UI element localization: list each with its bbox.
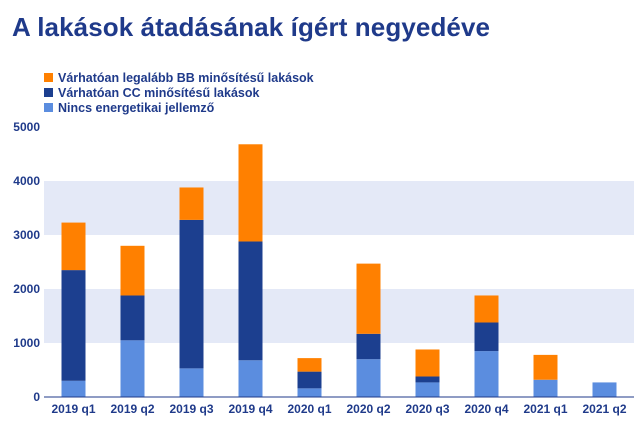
bar-segment <box>179 219 204 369</box>
legend-swatch-none <box>44 103 53 112</box>
bar-segment <box>533 379 558 397</box>
bar-segment <box>238 241 263 361</box>
x-tick-label: 2019 q1 <box>51 402 95 416</box>
y-tick-label: 5000 <box>13 120 40 134</box>
x-tick-label: 2020 q4 <box>464 402 508 416</box>
bar-segment <box>297 388 322 397</box>
legend-swatch-bb <box>44 73 53 82</box>
bar-segment <box>120 340 145 397</box>
y-tick-label: 0 <box>33 390 40 404</box>
x-tick-label: 2019 q2 <box>110 402 154 416</box>
bar-segment <box>415 349 440 377</box>
y-tick-label: 2000 <box>13 282 40 296</box>
bar-segment <box>592 382 617 397</box>
legend-label-bb: Várhatóan legalább BB minősítésű lakások <box>58 70 314 85</box>
legend: Várhatóan legalább BB minősítésű lakások… <box>44 70 314 115</box>
bar-segment <box>238 144 263 242</box>
bar-segment <box>415 376 440 383</box>
bar-segment <box>356 333 381 360</box>
legend-item-none: Nincs energetikai jellemző <box>44 100 314 115</box>
legend-label-cc: Várhatóan CC minősítésű lakások <box>58 85 260 100</box>
bar-segment <box>61 222 86 271</box>
bar-segment <box>474 295 499 323</box>
bar-segment <box>238 360 263 397</box>
y-tick-label: 1000 <box>13 336 40 350</box>
bar-segment <box>474 322 499 352</box>
bar-segment <box>179 368 204 397</box>
bar-segment <box>356 359 381 397</box>
x-tick-label: 2020 q3 <box>405 402 449 416</box>
bar-segment <box>61 270 86 381</box>
page-title: A lakások átadásának ígért negyedéve <box>12 12 491 42</box>
y-tick-label: 4000 <box>13 174 40 188</box>
x-tick-label: 2019 q4 <box>228 402 272 416</box>
x-tick-label: 2020 q1 <box>287 402 331 416</box>
bar-segment <box>533 354 558 380</box>
grid-band <box>44 181 634 235</box>
y-tick-label: 3000 <box>13 228 40 242</box>
bar-segment <box>356 263 381 334</box>
bar-segment <box>120 245 145 296</box>
bar-segment <box>120 295 145 341</box>
bar-segment <box>415 382 440 397</box>
bar-segment <box>61 380 86 397</box>
legend-item-cc: Várhatóan CC minősítésű lakások <box>44 85 314 100</box>
x-tick-label: 2021 q1 <box>523 402 567 416</box>
bar-segment <box>297 358 322 372</box>
legend-item-bb: Várhatóan legalább BB minősítésű lakások <box>44 70 314 85</box>
x-tick-label: 2021 q2 <box>582 402 626 416</box>
legend-label-none: Nincs energetikai jellemző <box>58 100 215 115</box>
bar-segment <box>297 371 322 389</box>
x-tick-label: 2020 q2 <box>346 402 390 416</box>
legend-swatch-cc <box>44 88 53 97</box>
bar-segment <box>179 187 204 220</box>
bar-segment <box>474 351 499 397</box>
x-tick-label: 2019 q3 <box>169 402 213 416</box>
